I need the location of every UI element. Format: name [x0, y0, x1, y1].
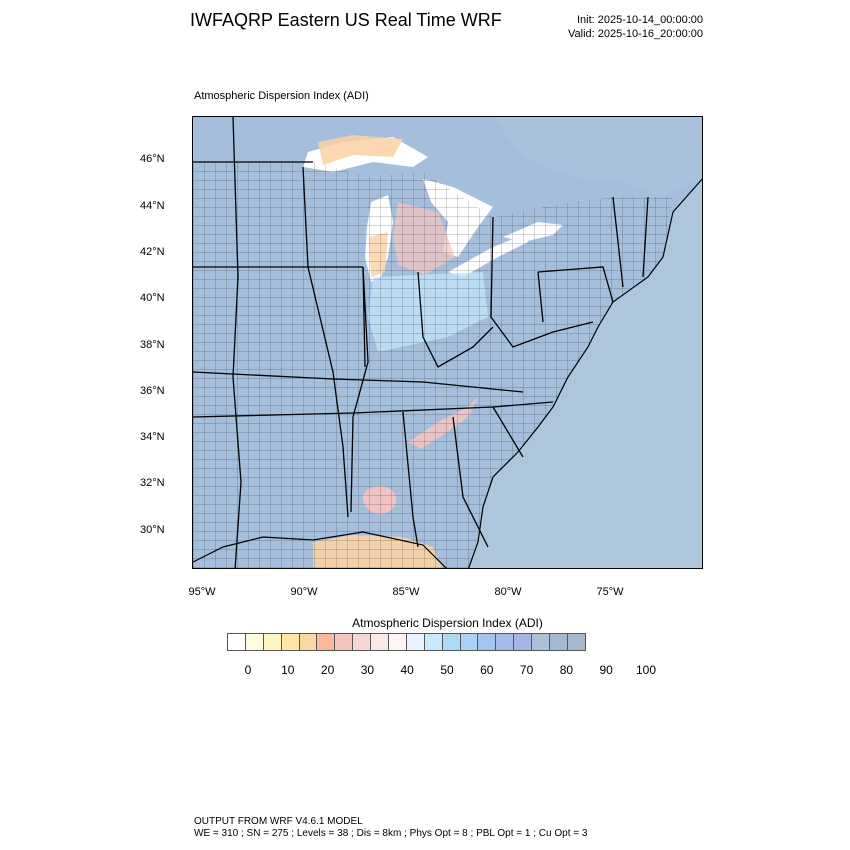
labelbar	[227, 633, 586, 651]
state-borders	[193, 117, 649, 568]
labelbar-tick: 20	[320, 663, 335, 677]
lat-label-44: 44°N	[140, 200, 165, 212]
map-svg	[193, 117, 702, 568]
labelbar-box-3	[280, 633, 300, 651]
lake-shading	[318, 135, 403, 165]
plot-title: IWFAQRP Eastern US Real Time WRF	[190, 10, 502, 30]
labelbar-box-1	[244, 633, 264, 651]
footer-line1: OUTPUT FROM WRF V4.6.1 MODEL	[194, 816, 363, 827]
lat-label-42: 42°N	[140, 246, 165, 258]
init-valid-times: Init: 2025-10-14_00:00:00 Valid: 2025-10…	[568, 13, 703, 41]
labelbar-box-14	[477, 633, 497, 651]
labelbar-tick: 50	[440, 663, 454, 677]
labelbar-tick: 30	[360, 663, 375, 677]
lat-label-38: 38°N	[140, 339, 165, 351]
map-panel	[192, 116, 703, 569]
canada-region	[493, 117, 702, 197]
labelbar-box-15	[495, 633, 515, 651]
labelbar-box-9	[388, 633, 407, 651]
labelbar-tick: 0	[244, 663, 252, 677]
init-time: Init: 2025-10-14_00:00:00	[577, 14, 703, 26]
lon-label-95: 95°W	[188, 586, 216, 598]
labelbar-box-7	[352, 633, 372, 651]
labelbar-box-18	[549, 633, 568, 651]
labelbar-tick: 90	[599, 663, 613, 677]
lon-label-80: 80°W	[494, 586, 522, 598]
labelbar-tick: 70	[519, 663, 534, 677]
labelbar-tick: 80	[559, 663, 574, 677]
model-footer: OUTPUT FROM WRF V4.6.1 MODEL WE = 310 ; …	[194, 816, 587, 840]
lat-label-40: 40°N	[140, 292, 165, 304]
valid-time: Valid: 2025-10-16_20:00:00	[568, 28, 703, 40]
labelbar-box-10	[405, 633, 425, 651]
lon-label-75: 75°W	[596, 586, 624, 598]
labelbar-box-19	[566, 633, 586, 651]
labelbar-box-0	[227, 633, 246, 651]
county-grid	[193, 162, 673, 568]
labelbar-box-4	[298, 633, 318, 651]
labelbar-box-6	[334, 633, 354, 651]
labelbar-box-5	[316, 633, 336, 651]
labelbar-box-2	[262, 633, 282, 651]
map-field-label: Atmospheric Dispersion Index (ADI)	[194, 90, 369, 102]
labelbar-box-8	[370, 633, 390, 651]
labelbar-title: Atmospheric Dispersion Index (ADI)	[352, 616, 543, 630]
coastlines	[193, 178, 702, 568]
labelbar-tick: 100	[635, 663, 657, 677]
labelbar-box-12	[441, 633, 461, 651]
footer-line2: WE = 310 ; SN = 275 ; Levels = 38 ; Dis …	[194, 828, 588, 839]
labelbar-box-16	[513, 633, 533, 651]
labelbar-tick: 10	[281, 663, 295, 677]
labelbar-box-13	[459, 633, 479, 651]
labelbar-box-11	[423, 633, 443, 651]
labelbar-box-17	[531, 633, 551, 651]
lat-label-34: 34°N	[140, 431, 165, 443]
labelbar-tick: 40	[400, 663, 414, 677]
lat-label-36: 36°N	[140, 385, 165, 397]
lon-label-85: 85°W	[392, 586, 420, 598]
labelbar-tick: 60	[480, 663, 494, 677]
lat-label-30: 30°N	[140, 524, 165, 536]
lat-label-46: 46°N	[140, 153, 165, 165]
lat-label-32: 32°N	[140, 477, 165, 489]
lon-label-90: 90°W	[290, 586, 318, 598]
